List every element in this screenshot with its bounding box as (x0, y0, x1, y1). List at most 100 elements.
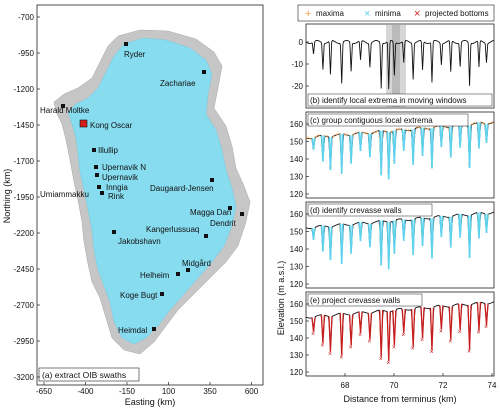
projected-bottom-marker: × (476, 330, 480, 337)
profile-ylabel: Elevation (m a.s.l.) (276, 261, 286, 336)
projected-bottom-marker: × (367, 338, 371, 345)
crevasse-wall (359, 222, 363, 242)
projected-wall (369, 313, 373, 340)
projected-wall (440, 305, 444, 330)
site-marker-koge-bugt (160, 292, 164, 296)
panel-e-label: (e) project crevasse walls (310, 296, 400, 305)
map-y-tick-label: -1700 (14, 157, 35, 166)
panel-d-label-box (307, 203, 433, 217)
site-label: Rink (108, 192, 125, 201)
crevasse-wall (431, 128, 434, 169)
projected-wall (412, 308, 416, 347)
map-y-tick-label: -700 (18, 13, 35, 22)
map-ylabel: Northing (km) (2, 169, 12, 224)
map-y-tick-label: -2450 (14, 265, 35, 274)
crevasse-wall (322, 135, 325, 162)
legend-marker-minima: × (364, 8, 370, 20)
panel-c-profile: ++++++++++++++++++++++++++++++++++++++++… (305, 121, 495, 180)
projected-bottom-marker: × (358, 332, 362, 339)
profile-panels: + maxima × minima × projected bottoms + +… (276, 4, 497, 404)
site-label: Illullip (98, 146, 119, 155)
surface-profile-line (305, 301, 495, 354)
map-y-tick-label: -2950 (14, 337, 35, 346)
profile-y-tick-label: 120 (290, 280, 304, 289)
projected-wall (403, 309, 406, 333)
site-marker-zachariae (202, 70, 206, 74)
projected-bottom-marker: × (439, 328, 443, 335)
site-label: Upernavik (102, 173, 139, 182)
projected-wall (341, 313, 344, 356)
map-y-tick-label: -3200 (14, 373, 35, 382)
site-label: Inngia (106, 183, 128, 192)
maxima-marker: + (389, 130, 393, 136)
panel-e-label-box (307, 293, 423, 307)
crevasse-wall (402, 219, 406, 241)
maxima-marker: + (346, 133, 350, 139)
map-panel-label: (a) extract OIB swaths (42, 370, 126, 380)
profile-y-tick-label: 120 (290, 190, 304, 199)
maxima-marker: + (473, 121, 477, 127)
maxima-marker: + (436, 124, 440, 130)
map-x-tick-label: 350 (203, 387, 217, 396)
map-x-tick-label: -150 (119, 387, 136, 396)
panel-b-label-box (307, 93, 493, 107)
profile-y-tick-label: 120 (290, 368, 304, 377)
map-y-tick-label: -2200 (14, 229, 35, 238)
site-marker-harald-moltke (61, 104, 65, 108)
crevasse-wall (485, 123, 489, 143)
projected-bottom-marker: × (392, 345, 396, 352)
projected-wall (359, 311, 363, 334)
crevasse-wall (393, 130, 397, 164)
maxima-marker: + (334, 133, 338, 139)
site-label: Kong Oscar (90, 121, 133, 130)
maxima-marker: + (479, 121, 483, 127)
crevasse-wall (350, 225, 354, 254)
site-label: Ryder (124, 50, 146, 59)
maxima-marker: + (433, 125, 437, 131)
projected-bottom-marker: × (349, 344, 353, 351)
crevasse-wall (340, 223, 344, 264)
site-label: Helheim (140, 271, 170, 280)
site-marker-rink (100, 191, 104, 195)
projected-bottom-marker: × (379, 356, 383, 363)
crevasse-wall (440, 125, 444, 148)
map-y-tick-label: -1450 (14, 121, 35, 130)
profile-x-tick-label: 72 (439, 381, 448, 390)
maxima-marker: + (355, 131, 359, 137)
maxima-marker: + (363, 131, 367, 137)
crevasse-wall (485, 213, 489, 233)
crevasse-wall (478, 122, 481, 149)
crevasse-wall (412, 219, 416, 255)
profile-y-tick-label: 140 (290, 245, 304, 254)
projected-bottom-marker: × (328, 351, 332, 358)
crevasse-wall (329, 226, 333, 261)
projected-wall (329, 316, 333, 352)
maxima-marker: + (415, 126, 419, 132)
site-marker-kangerlussuaq (204, 234, 208, 238)
panel-c-label-box (307, 113, 469, 127)
projected-bottom-marker: × (386, 360, 390, 367)
maxima-marker: + (372, 131, 376, 137)
maxima-marker: + (352, 132, 356, 138)
profile-y-tick-label: -10 (291, 60, 303, 69)
profile-y-ticks: 0 -10 -20 160 150 140 130 120 160 150 140 130 120 160… (290, 38, 309, 377)
surface-profile-line (305, 211, 495, 266)
site-label: Jakobshavn (118, 237, 161, 246)
profile-y-tick-label: -20 (291, 82, 303, 91)
profile-y-tick-label: 140 (290, 334, 304, 343)
greenland-ice-sheet (67, 37, 237, 345)
projected-wall (468, 305, 472, 350)
map-x-tick-label: -650 (36, 387, 53, 396)
profile-y-tick-label: 160 (290, 300, 304, 309)
crevasse-wall (350, 135, 354, 164)
maxima-marker: + (404, 128, 408, 134)
projected-wall (393, 310, 397, 346)
site-marker-inngia (97, 185, 101, 189)
map-x-ticks: -650 -400 -150 100 350 600 (36, 382, 259, 396)
crevasse-wall (322, 225, 325, 252)
site-label: Kangerlussuaq (146, 225, 199, 234)
profile-y-tick-label: 0 (299, 38, 304, 47)
map-xlabel: Easting (km) (125, 397, 176, 407)
projected-bottom-marker: × (420, 337, 424, 344)
crevasse-wall (312, 227, 316, 240)
